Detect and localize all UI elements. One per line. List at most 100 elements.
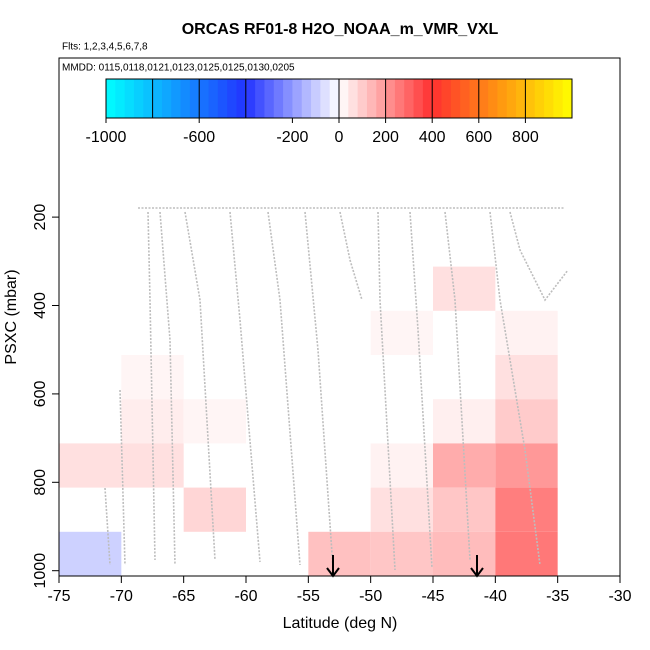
heatmap-cell bbox=[433, 266, 496, 311]
colorbar-swatch bbox=[432, 79, 443, 118]
x-tick-label: -40 bbox=[484, 588, 507, 605]
heatmap-cell bbox=[370, 531, 433, 576]
y-tick-label: 800 bbox=[32, 469, 49, 496]
colorbar-swatch bbox=[441, 79, 452, 118]
x-tick-label: -30 bbox=[608, 588, 631, 605]
colorbar-swatch bbox=[553, 79, 564, 118]
heatmap-cell bbox=[495, 355, 558, 400]
colorbar-swatch bbox=[171, 79, 182, 118]
heatmap-cell bbox=[308, 531, 371, 576]
x-tick-label: -60 bbox=[234, 588, 257, 605]
colorbar-tick-label: -200 bbox=[276, 129, 308, 146]
colorbar-swatch bbox=[404, 79, 415, 118]
colorbar-swatch bbox=[339, 79, 349, 118]
colorbar-swatch bbox=[301, 79, 312, 118]
colorbar-swatch bbox=[516, 79, 526, 118]
heatmap-cell bbox=[59, 531, 122, 576]
x-tick-label: -70 bbox=[110, 588, 133, 605]
colorbar-swatch bbox=[227, 79, 237, 118]
colorbar-swatch bbox=[544, 79, 554, 118]
chart-title: ORCAS RF01-8 H2O_NOAA_m_VMR_VXL bbox=[182, 21, 499, 38]
colorbar-tick-label: 400 bbox=[419, 129, 446, 146]
colorbar-swatch bbox=[208, 79, 219, 118]
heatmap-cell bbox=[433, 399, 496, 444]
heatmap-cell bbox=[370, 443, 433, 488]
y-axis-label: PSXC (mbar) bbox=[3, 269, 20, 364]
heatmap-cell bbox=[495, 310, 558, 356]
colorbar-swatch bbox=[217, 79, 228, 118]
heatmap-cell bbox=[121, 355, 184, 400]
colorbar-swatch bbox=[348, 79, 359, 118]
y-tick-label: 200 bbox=[32, 204, 49, 231]
colorbar-swatch bbox=[283, 79, 293, 118]
colorbar-swatch bbox=[180, 79, 191, 118]
heatmap-cell bbox=[495, 399, 558, 444]
colorbar-swatch bbox=[534, 79, 545, 118]
colorbar-swatch bbox=[394, 79, 405, 118]
colorbar-swatch bbox=[460, 79, 470, 118]
heatmap-cell bbox=[370, 310, 433, 356]
colorbar: -1000 -600 -200 0 200 400 600 800 bbox=[86, 78, 573, 146]
x-tick-label: -45 bbox=[421, 588, 444, 605]
x-tick-label: -65 bbox=[172, 588, 195, 605]
colorbar-swatch bbox=[133, 79, 144, 118]
colorbar-swatch bbox=[106, 79, 116, 118]
colorbar-swatch bbox=[292, 79, 303, 118]
colorbar-swatch bbox=[199, 79, 210, 118]
colorbar-swatch bbox=[413, 79, 424, 118]
colorbar-swatch bbox=[366, 79, 377, 118]
y-tick-label: 400 bbox=[32, 292, 49, 319]
subtitle: Flts: 1,2,3,4,5,6,7,8 bbox=[62, 42, 148, 53]
heatmap bbox=[59, 266, 558, 576]
x-tick-label: -50 bbox=[359, 588, 382, 605]
colorbar-swatch bbox=[255, 79, 265, 118]
colorbar-tick-label: 0 bbox=[335, 129, 344, 146]
heatmap-cell bbox=[433, 487, 496, 532]
heatmap-cell bbox=[183, 399, 246, 444]
colorbar-swatch bbox=[152, 79, 163, 118]
heatmap-cell bbox=[183, 487, 246, 532]
colorbar-swatch bbox=[450, 79, 461, 118]
colorbar-swatch bbox=[525, 79, 536, 118]
heatmap-cell bbox=[59, 443, 122, 488]
colorbar-swatch bbox=[478, 79, 489, 118]
colorbar-swatch bbox=[311, 79, 321, 118]
x-axis-label: Latitude (deg N) bbox=[283, 615, 398, 632]
colorbar-swatch bbox=[143, 79, 154, 118]
annotation: MMDD: 0115,0118,0121,0123,0125,0125,0130… bbox=[62, 63, 295, 74]
colorbar-swatch bbox=[506, 79, 517, 118]
colorbar-swatch bbox=[329, 79, 340, 118]
heatmap-cell bbox=[495, 531, 558, 576]
colorbar-swatch bbox=[320, 79, 331, 118]
colorbar-swatch bbox=[488, 79, 498, 118]
colorbar-swatch bbox=[115, 79, 126, 118]
heatmap-cell bbox=[433, 531, 496, 576]
colorbar-tick-label: 200 bbox=[372, 129, 399, 146]
plot-frame bbox=[58, 57, 621, 577]
colorbar-tick-label: 800 bbox=[512, 129, 539, 146]
colorbar-swatch bbox=[124, 79, 135, 118]
x-tick-label: -55 bbox=[297, 588, 320, 605]
colorbar-swatch bbox=[562, 79, 573, 118]
colorbar-swatch bbox=[236, 79, 247, 118]
colorbar-swatch bbox=[497, 79, 508, 118]
colorbar-swatch bbox=[273, 79, 284, 118]
colorbar-swatch bbox=[422, 79, 433, 118]
colorbar-swatch bbox=[245, 79, 256, 118]
x-tick-label: -35 bbox=[546, 588, 569, 605]
x-tick-label: -75 bbox=[47, 588, 70, 605]
heatmap-cell bbox=[370, 487, 433, 532]
colorbar-swatch bbox=[161, 79, 172, 118]
flight-tracks bbox=[104, 207, 569, 571]
colorbar-swatch bbox=[385, 79, 396, 118]
colorbar-tick-label: -600 bbox=[183, 129, 215, 146]
colorbar-swatch bbox=[376, 79, 387, 118]
heatmap-cell bbox=[495, 487, 558, 532]
colorbar-swatch bbox=[357, 79, 368, 118]
colorbar-swatch bbox=[189, 79, 200, 118]
colorbar-tick-label: 600 bbox=[465, 129, 492, 146]
y-tick-label: 600 bbox=[32, 380, 49, 407]
colorbar-tick-label: -1000 bbox=[86, 129, 127, 146]
y-tick-label: 1000 bbox=[32, 553, 49, 589]
